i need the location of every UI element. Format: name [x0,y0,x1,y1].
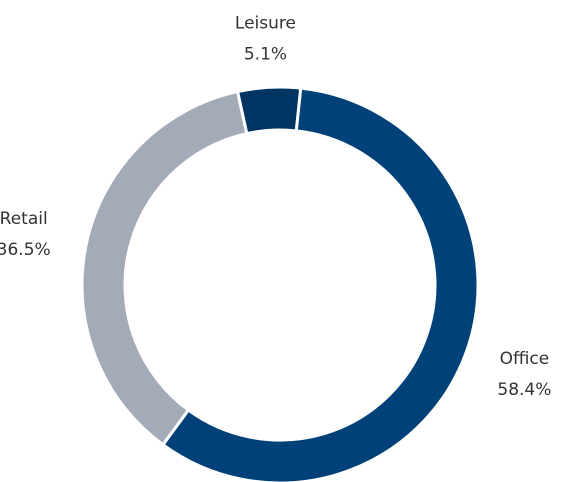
segment-label: Leisure [235,13,296,33]
donut-segment [160,86,480,482]
segment-value-label: 5.1% [244,44,287,64]
segment-value-label: 58.4% [497,380,551,400]
segment-label: Office [500,349,550,369]
donut-segment [80,89,249,447]
segment-label: Retail [0,209,48,229]
donut-segment [235,85,303,136]
segment-value-label: 36.5% [0,240,51,260]
